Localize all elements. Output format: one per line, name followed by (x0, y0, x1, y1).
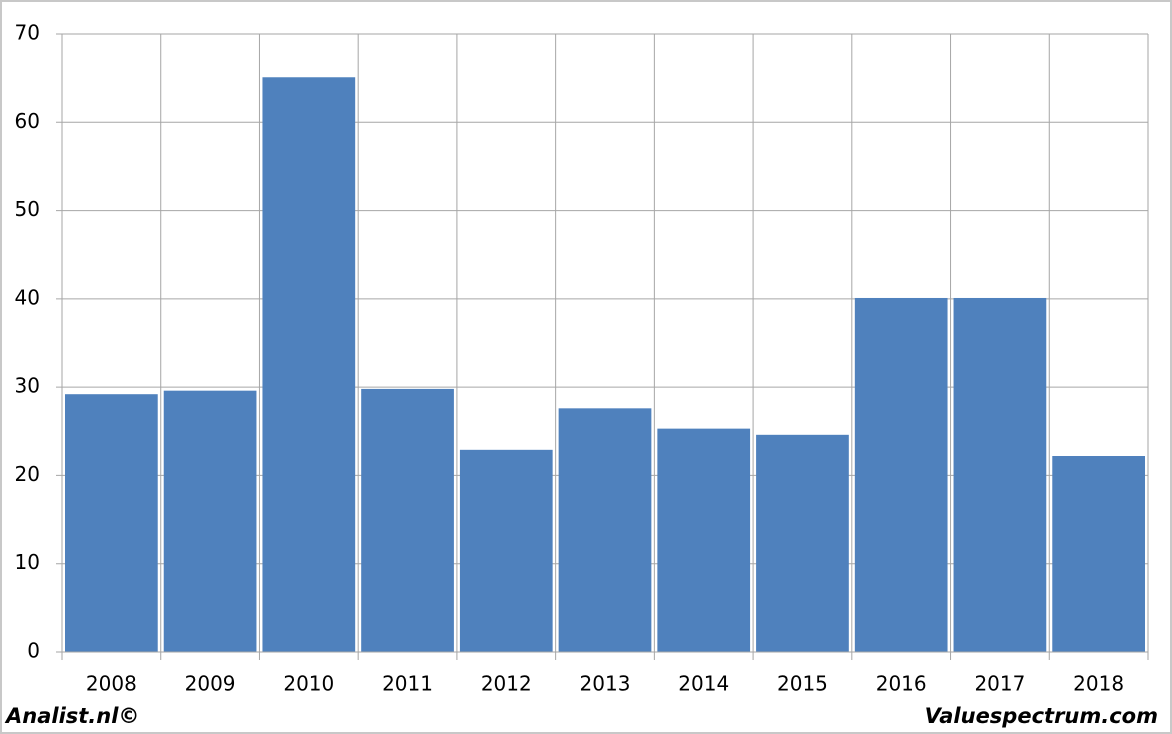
bar (1052, 456, 1145, 652)
y-tick-label: 30 (15, 374, 40, 398)
bar (558, 408, 652, 652)
y-tick-label: 50 (15, 197, 40, 221)
y-tick-label: 10 (15, 550, 40, 574)
x-tick-label: 2016 (876, 672, 927, 696)
x-tick-label: 2009 (185, 672, 236, 696)
bar (953, 297, 1047, 652)
bar (361, 388, 454, 652)
y-tick-label: 20 (15, 462, 40, 486)
x-tick-label: 2012 (481, 672, 532, 696)
x-tick-label: 2010 (283, 672, 334, 696)
x-tick-label: 2017 (974, 672, 1025, 696)
source-left: Analist.nl© (4, 704, 139, 728)
bar (756, 434, 849, 652)
x-tick-label: 2014 (678, 672, 729, 696)
bar (854, 297, 948, 652)
bar (459, 449, 553, 652)
bar (163, 390, 257, 652)
bar (657, 428, 751, 652)
x-tick-label: 2013 (580, 672, 631, 696)
y-tick-label: 70 (15, 21, 40, 45)
y-tick-label: 40 (15, 285, 40, 309)
bar (65, 394, 158, 652)
x-tick-label: 2008 (86, 672, 137, 696)
x-tick-label: 2015 (777, 672, 828, 696)
source-right: Valuespectrum.com (925, 704, 1158, 728)
y-tick-label: 0 (27, 639, 40, 663)
x-tick-label: 2011 (382, 672, 433, 696)
y-tick-label: 60 (15, 109, 40, 133)
x-tick-label: 2018 (1073, 672, 1124, 696)
bar (262, 77, 356, 652)
